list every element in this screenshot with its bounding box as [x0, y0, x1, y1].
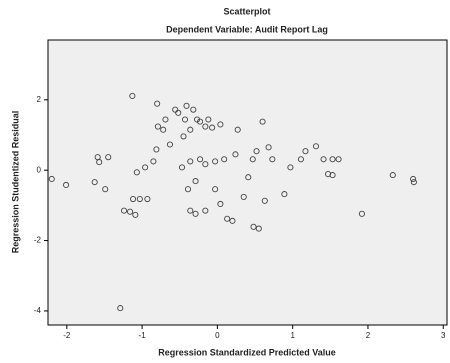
point	[269, 156, 276, 163]
point	[154, 123, 161, 130]
point	[181, 116, 189, 123]
point	[175, 109, 182, 116]
point	[335, 156, 342, 163]
point	[154, 100, 161, 107]
x-tick-label: 2	[366, 331, 371, 340]
point	[91, 179, 98, 186]
point	[120, 207, 128, 214]
point	[190, 106, 197, 113]
point	[130, 195, 137, 203]
point	[205, 116, 212, 123]
point	[180, 133, 187, 140]
point	[150, 158, 157, 165]
y-tick-label: -4	[34, 306, 42, 315]
point	[261, 197, 268, 204]
point	[187, 158, 194, 165]
point	[197, 118, 204, 125]
point	[325, 171, 332, 178]
point	[178, 164, 186, 171]
point	[166, 141, 174, 148]
point	[265, 144, 272, 151]
point	[234, 126, 241, 133]
point	[209, 124, 216, 131]
x-axis-label: Regression Standardized Predicted Value	[158, 347, 336, 357]
x-tick-label: 0	[215, 331, 220, 340]
point	[259, 118, 266, 125]
point	[142, 164, 149, 171]
point	[410, 175, 417, 183]
point	[224, 215, 231, 222]
y-tick-label: 0	[37, 165, 42, 174]
point	[297, 156, 305, 163]
x-tick-label: -2	[63, 331, 71, 340]
y-tick-label: -2	[34, 236, 42, 245]
point	[410, 179, 417, 186]
point	[202, 161, 209, 168]
point	[245, 174, 252, 181]
point	[184, 186, 192, 193]
point	[192, 210, 199, 217]
point	[232, 151, 239, 158]
point	[63, 181, 70, 189]
point	[253, 148, 260, 155]
point	[281, 191, 288, 198]
point	[329, 156, 336, 163]
point	[312, 143, 320, 150]
point	[153, 146, 160, 153]
point	[136, 195, 143, 203]
point	[389, 172, 396, 179]
point	[194, 116, 201, 123]
point	[192, 178, 199, 185]
point	[102, 186, 109, 193]
x-tick-label: -1	[139, 331, 147, 340]
x-tick-label: 1	[290, 331, 295, 340]
point	[160, 126, 167, 133]
point	[255, 225, 262, 232]
point	[329, 172, 336, 179]
point	[187, 207, 194, 214]
point	[132, 211, 139, 218]
point	[187, 126, 194, 133]
point	[117, 305, 124, 312]
point	[144, 195, 151, 203]
y-axis-label: Regression Studentized Residual	[10, 111, 20, 254]
point	[240, 193, 247, 200]
point	[250, 223, 257, 230]
point	[212, 158, 219, 165]
point	[197, 156, 204, 163]
point	[302, 148, 309, 155]
point	[320, 156, 327, 163]
point	[129, 92, 136, 99]
point	[133, 169, 140, 176]
point	[48, 175, 55, 183]
chart-subtitle: Dependent Variable: Audit Report Lag	[166, 24, 328, 34]
point	[105, 154, 112, 161]
point	[287, 164, 294, 171]
point	[229, 217, 236, 224]
chart-title: Scatterplot	[223, 6, 270, 16]
plot-area	[47, 39, 448, 326]
y-tick-label: 2	[37, 95, 42, 104]
point	[183, 102, 190, 109]
point	[127, 208, 134, 215]
point	[172, 106, 179, 113]
point	[162, 116, 169, 123]
x-tick-label: 3	[441, 331, 446, 340]
point	[202, 123, 209, 130]
point	[221, 156, 228, 163]
point	[217, 200, 224, 208]
point	[96, 159, 103, 166]
point	[217, 121, 224, 128]
point	[212, 186, 219, 193]
point	[358, 210, 365, 217]
point	[202, 207, 209, 214]
point	[249, 156, 256, 163]
